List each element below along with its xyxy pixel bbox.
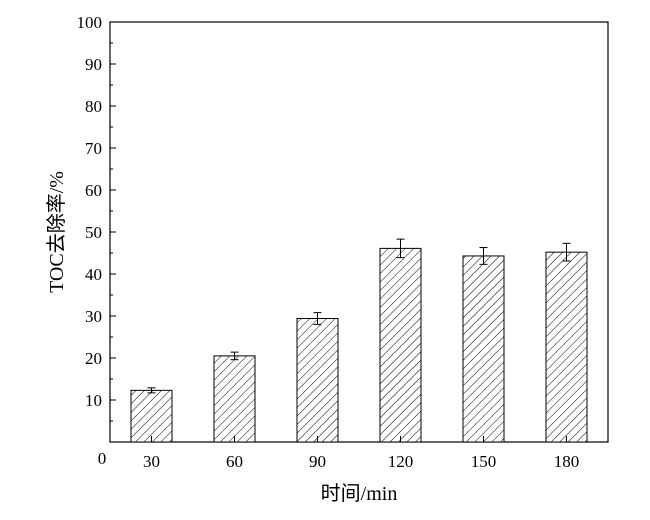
plot-area: 100 90 80 70 60 50 40 30 20 10 30 60 90 120 150 180 [77,13,609,471]
bar [462,255,505,443]
bar [296,318,339,443]
y-axis-title: TOC去除率/% [45,171,68,293]
bar [545,251,588,443]
origin-label: 0 [98,449,107,468]
bar [213,355,256,443]
y-tick-label: 60 [85,181,102,200]
y-tick-label: 50 [85,223,102,242]
x-tick-label: 120 [388,452,414,471]
y-tick-label: 100 [77,13,103,32]
x-tick-label: 90 [309,452,326,471]
x-tick-label: 60 [226,452,243,471]
plot-frame [109,21,609,443]
x-axis-title: 时间/min [321,482,398,505]
y-tick-label: 40 [85,265,102,284]
bar [130,389,173,443]
y-tick-label: 20 [85,349,102,368]
y-tick-label: 70 [85,139,102,158]
y-tick-label: 80 [85,97,102,116]
x-tick-label: 30 [143,452,160,471]
bar [379,247,422,443]
y-tick-label: 10 [85,391,102,410]
x-tick-label: 180 [554,452,580,471]
y-tick-label: 30 [85,307,102,326]
y-tick-label: 90 [85,55,102,74]
x-tick-label: 150 [471,452,497,471]
